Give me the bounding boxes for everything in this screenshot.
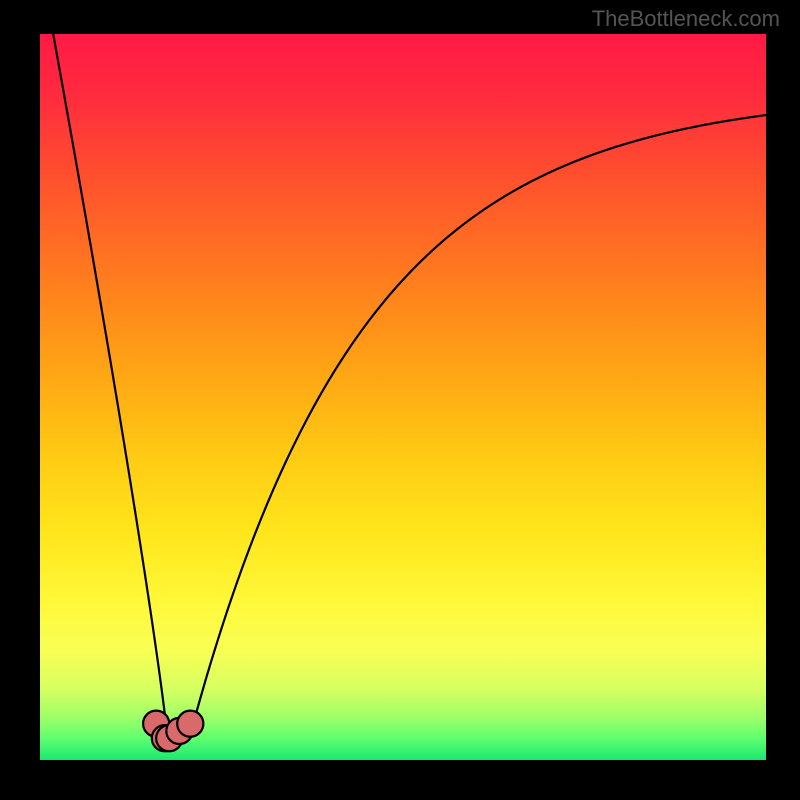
plot-background bbox=[40, 34, 766, 760]
chart-canvas: TheBottleneck.com bbox=[0, 0, 800, 800]
bottleneck-chart bbox=[0, 0, 800, 800]
notch-marker bbox=[177, 711, 203, 737]
watermark-text: TheBottleneck.com bbox=[592, 6, 780, 32]
